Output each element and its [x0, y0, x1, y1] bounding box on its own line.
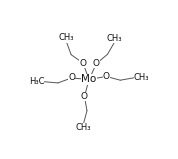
Text: CH₃: CH₃ — [76, 123, 91, 132]
Text: Mo: Mo — [81, 75, 97, 84]
Text: O: O — [103, 72, 110, 81]
Text: O: O — [93, 59, 100, 68]
Text: O: O — [81, 92, 88, 101]
Text: O: O — [68, 73, 75, 83]
Text: O: O — [80, 59, 87, 68]
Text: CH₃: CH₃ — [106, 34, 122, 43]
Text: H₃C: H₃C — [29, 77, 44, 86]
Text: CH₃: CH₃ — [59, 34, 74, 42]
Text: CH₃: CH₃ — [134, 73, 149, 82]
